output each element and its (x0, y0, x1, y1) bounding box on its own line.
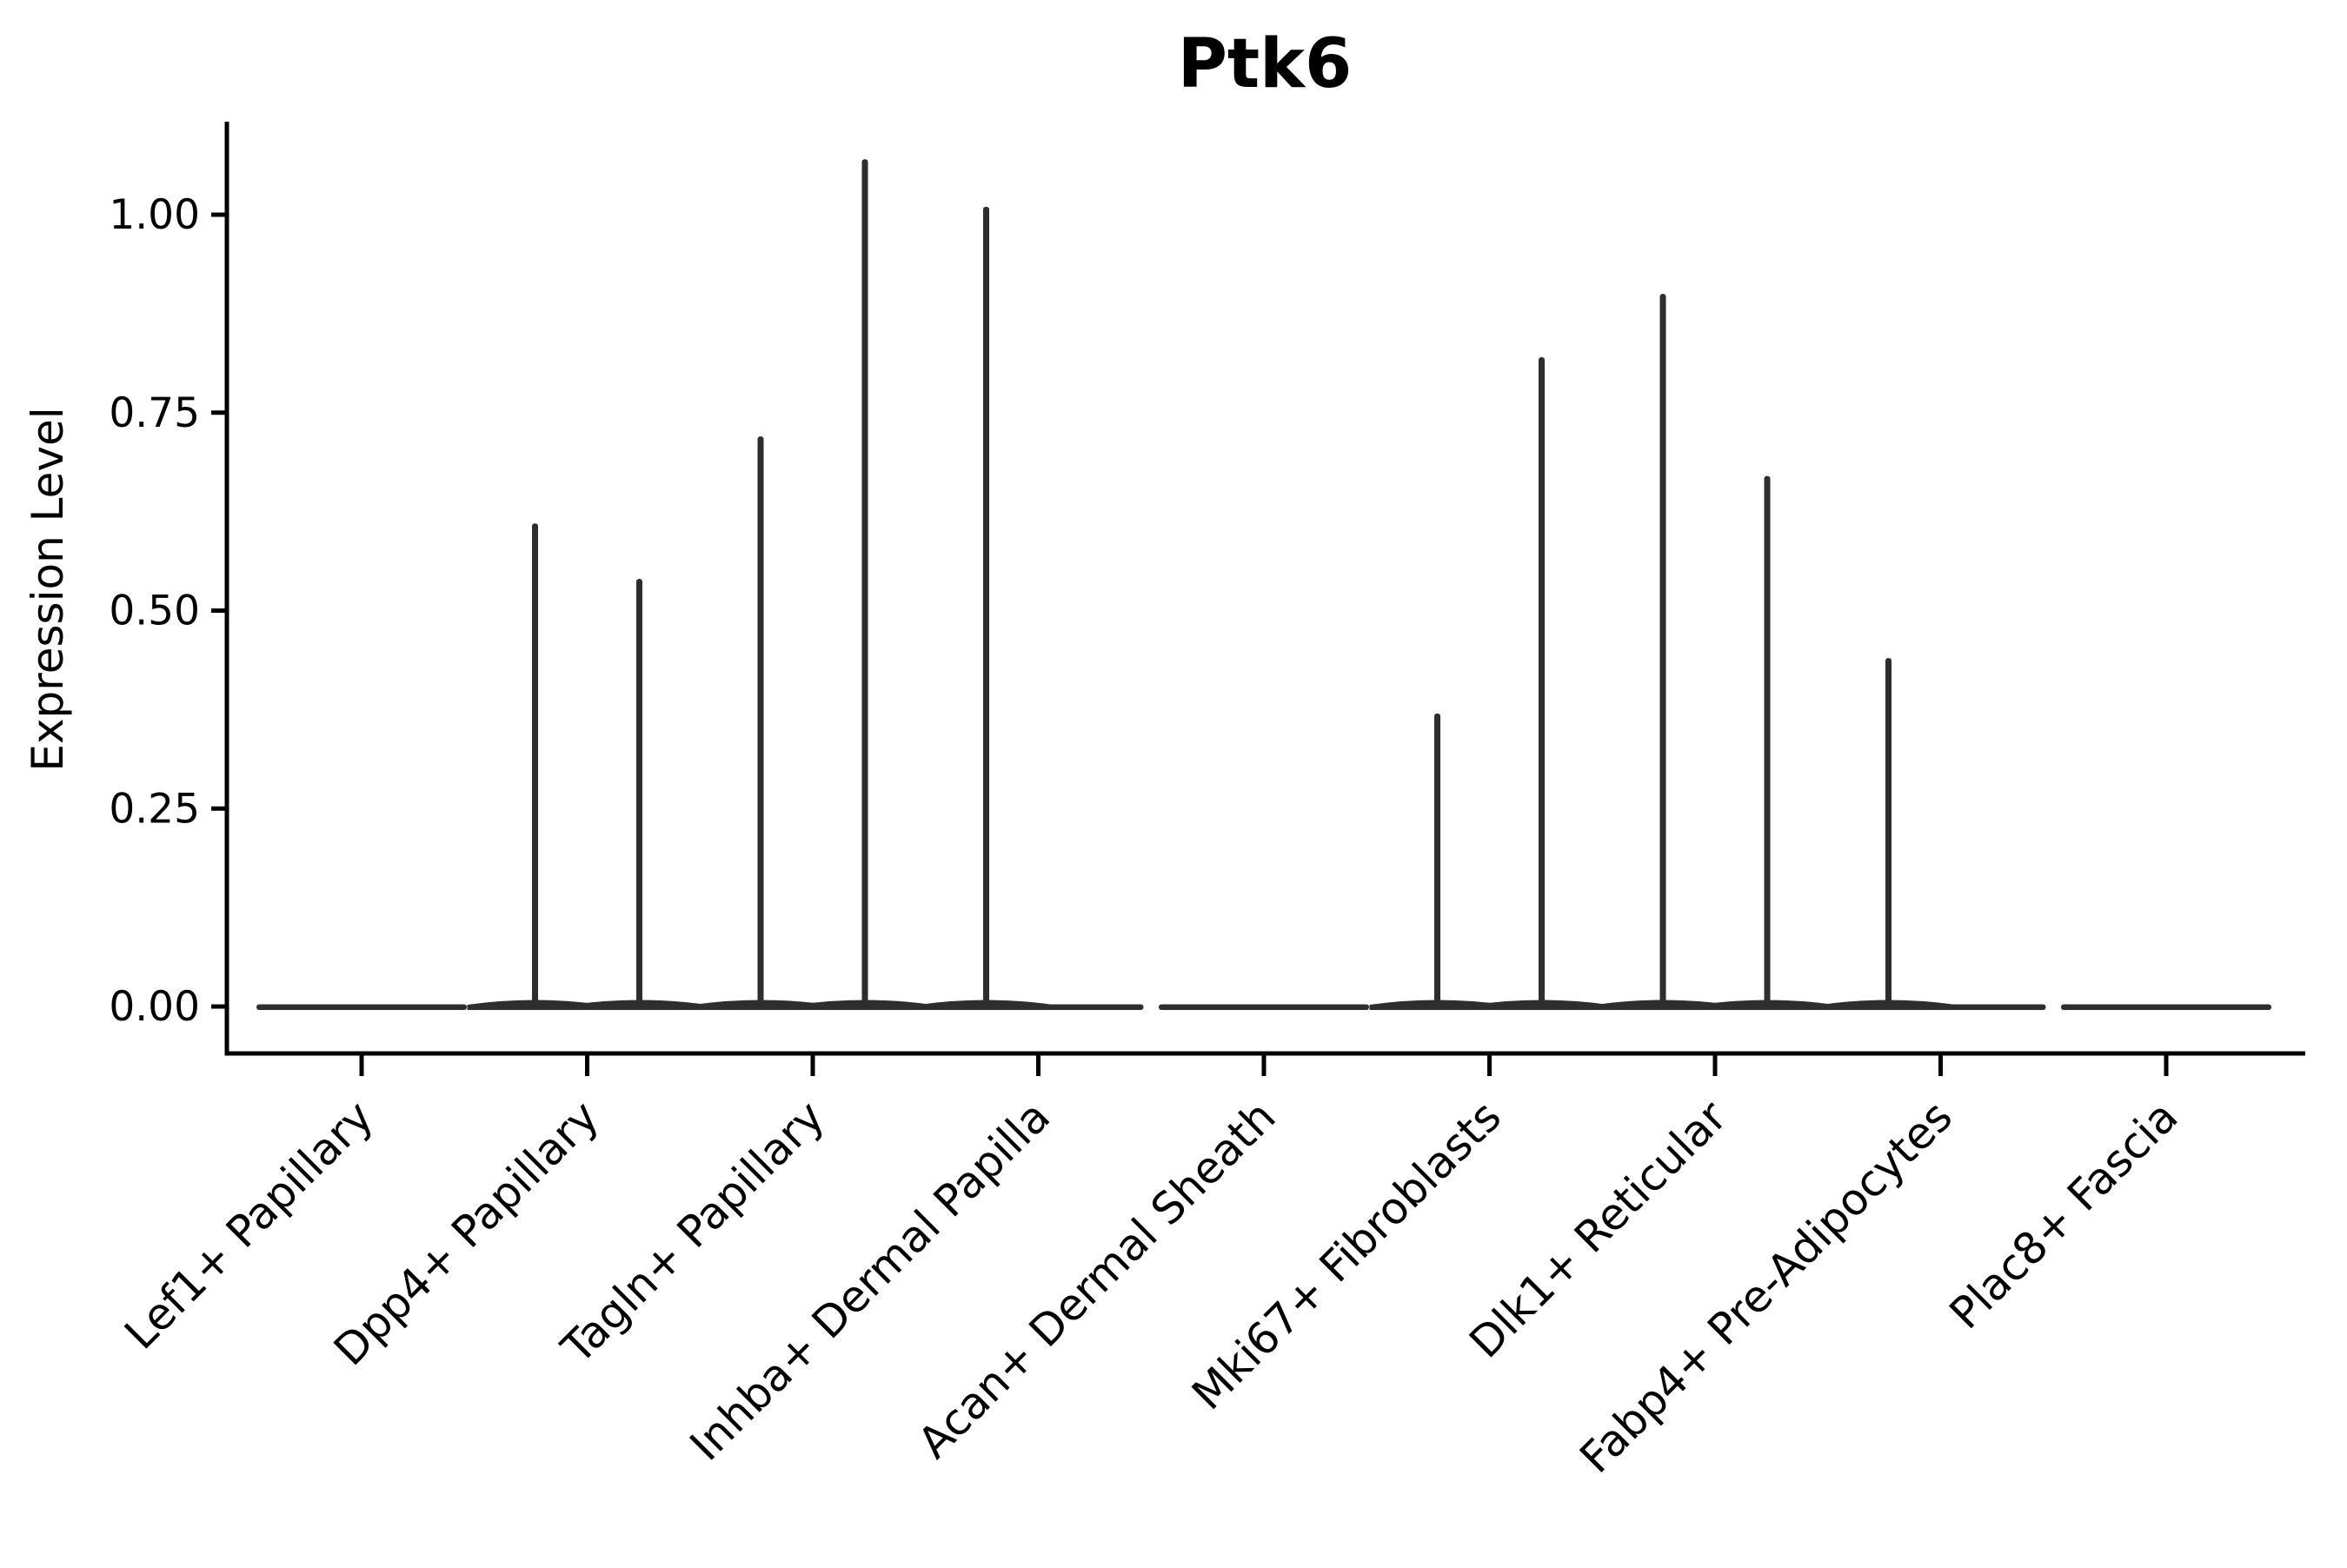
violin-spike (1764, 475, 1771, 1009)
violin-spike (983, 206, 989, 1009)
y-tick-label: 0.25 (109, 785, 200, 833)
violin-body (2061, 1004, 2271, 1010)
violin-spike (861, 159, 868, 1010)
x-tick-label: Plac8+ Fascia (1940, 1091, 2188, 1339)
violin-spike (757, 436, 764, 1010)
violin-spike (1539, 356, 1545, 1010)
x-tick-label: Fabp4+ Pre-Adipocytes (1570, 1091, 1962, 1483)
y-tick-label: 1.00 (109, 191, 200, 239)
violin-spike (532, 523, 538, 1009)
y-tick-label: 0.00 (109, 983, 200, 1031)
chart-title: Ptk6 (1178, 25, 1353, 103)
violin-spike (1885, 658, 1892, 1009)
violin-body (256, 1004, 467, 1010)
violin-spike (1659, 294, 1666, 1010)
x-tick-label: Inhba+ Dermal Papilla (681, 1091, 1060, 1470)
violin-spike (636, 579, 642, 1009)
violin-layer (256, 159, 2271, 1010)
violin-body (1159, 1004, 1369, 1010)
x-tick-label: Lef1+ Papillary (115, 1091, 382, 1359)
violin-spike (1434, 713, 1440, 1009)
x-tick-label: Acan+ Dermal Sheath (908, 1091, 1286, 1468)
y-tick-label: 0.75 (109, 389, 200, 437)
y-axis-label: Expression Level (23, 407, 73, 771)
y-tick-label: 0.50 (109, 588, 200, 635)
